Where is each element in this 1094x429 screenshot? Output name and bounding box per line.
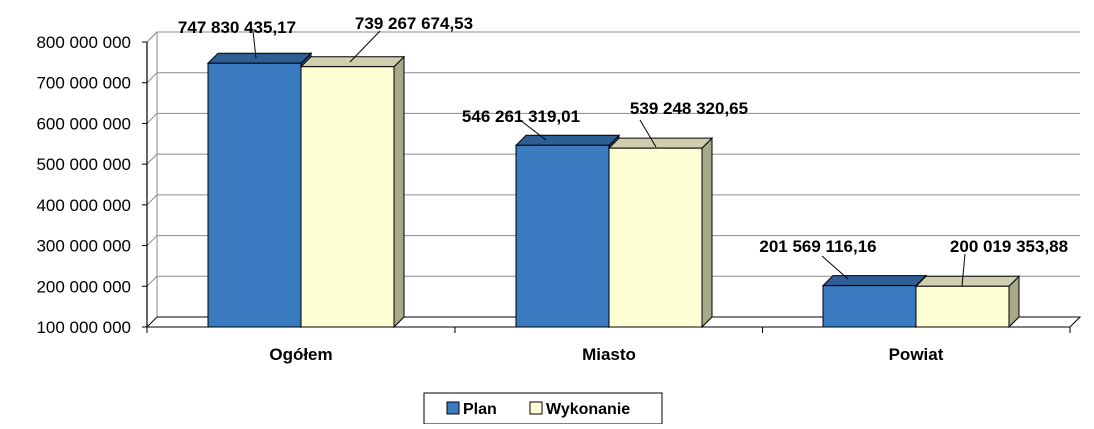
leader-line	[821, 255, 849, 280]
y-tick-label: 100 000 000	[36, 318, 131, 337]
bar	[207, 62, 302, 328]
leader-line	[961, 253, 966, 287]
category-label: Ogółem	[269, 345, 332, 364]
legend-swatch	[446, 401, 460, 415]
data-label: 539 248 320,65	[630, 99, 748, 118]
legend-label: Wykonanie	[546, 401, 630, 418]
leader-line	[349, 30, 381, 63]
bar-top	[206, 52, 313, 64]
y-tick-label: 200 000 000	[36, 277, 131, 296]
gridline-connector	[146, 113, 158, 124]
bar	[915, 285, 1010, 328]
bar-top	[299, 56, 406, 68]
leader-line	[639, 119, 657, 148]
bar	[608, 147, 703, 328]
bar-top	[607, 137, 714, 149]
gridline-connector	[146, 235, 158, 246]
bar-top	[914, 275, 1021, 287]
gridline-connector	[146, 72, 158, 84]
bar-top	[821, 275, 928, 287]
gridline-connector	[146, 275, 158, 287]
bar	[515, 144, 610, 328]
y-tick-label: 400 000 000	[36, 196, 131, 215]
y-tick-label: 700 000 000	[36, 74, 131, 93]
bar	[300, 66, 395, 328]
category-label: Miasto	[582, 345, 636, 364]
y-axis-top-connector	[146, 31, 158, 43]
leader-line	[252, 30, 257, 59]
legend: Plan Wykonanie	[423, 392, 663, 425]
data-labels: 747 830 435,17 546 261 319,01 201 569 116,…	[178, 14, 1068, 287]
bar	[822, 285, 917, 328]
bars	[206, 52, 1021, 329]
y-tick-label: 800 000 000	[36, 33, 131, 52]
bar-side	[701, 136, 713, 329]
data-label: 546 261 319,01	[462, 107, 580, 126]
y-tick-label: 500 000 000	[36, 155, 131, 174]
data-label: 747 830 435,17	[178, 18, 296, 37]
leader-line	[519, 119, 547, 141]
category-label: Powiat	[889, 345, 944, 364]
data-label: 200 019 353,88	[950, 237, 1068, 256]
gridline-connector	[146, 194, 158, 206]
y-tick-label: 600 000 000	[36, 114, 131, 133]
y-tick-label: 300 000 000	[36, 237, 131, 256]
data-label: 201 569 116,16	[759, 237, 876, 256]
gridline-connector	[146, 153, 158, 165]
legend-label: Plan	[463, 401, 497, 418]
legend-swatch	[529, 401, 543, 415]
data-label: 739 267 674,53	[355, 14, 473, 33]
legend-box	[423, 392, 663, 425]
bar-top	[514, 134, 621, 146]
bar-side	[393, 55, 405, 329]
